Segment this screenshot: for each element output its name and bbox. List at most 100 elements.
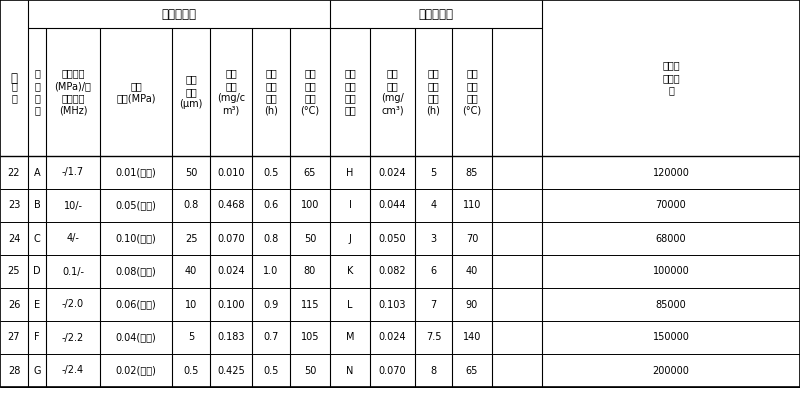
Text: 23: 23 <box>8 200 20 211</box>
Text: 0.070: 0.070 <box>217 233 245 244</box>
Text: 第一级聚合: 第一级聚合 <box>162 7 197 21</box>
Text: 0.08(空气): 0.08(空气) <box>116 266 156 276</box>
Text: 5: 5 <box>188 332 194 342</box>
Text: 50: 50 <box>304 233 316 244</box>
Text: 90: 90 <box>466 299 478 309</box>
Text: 6: 6 <box>430 266 437 276</box>
Text: J: J <box>349 233 351 244</box>
Text: 聚合
反应
温度
(°C): 聚合 反应 温度 (°C) <box>462 69 482 116</box>
Text: 22: 22 <box>8 168 20 178</box>
Text: 4: 4 <box>430 200 437 211</box>
Text: E: E <box>34 299 40 309</box>
Text: 85000: 85000 <box>656 299 686 309</box>
Text: 140: 140 <box>463 332 481 342</box>
Text: 10/-: 10/- <box>63 200 82 211</box>
Text: 25: 25 <box>185 233 198 244</box>
Text: M: M <box>346 332 354 342</box>
Text: D: D <box>33 266 41 276</box>
Text: 载气
压力(MPa): 载气 压力(MPa) <box>116 81 156 103</box>
Text: 0.024: 0.024 <box>378 168 406 178</box>
Text: C: C <box>34 233 40 244</box>
Text: 0.04(空气): 0.04(空气) <box>116 332 156 342</box>
Text: 120000: 120000 <box>653 168 690 178</box>
Text: 10: 10 <box>185 299 197 309</box>
Text: -/2.0: -/2.0 <box>62 299 84 309</box>
Text: 微粒
密度
(mg/c
m³): 微粒 密度 (mg/c m³) <box>217 69 245 116</box>
Text: 聚合
反应
温度
(°C): 聚合 反应 温度 (°C) <box>301 69 319 116</box>
Text: 65: 65 <box>304 168 316 178</box>
Text: 0.7: 0.7 <box>263 332 278 342</box>
Text: 0.010: 0.010 <box>218 168 245 178</box>
Text: 二次
加入
聚合
原料: 二次 加入 聚合 原料 <box>344 69 356 116</box>
Text: H: H <box>346 168 354 178</box>
Text: 0.050: 0.050 <box>378 233 406 244</box>
Text: 0.8: 0.8 <box>263 233 278 244</box>
Text: G: G <box>34 366 41 375</box>
Text: 25: 25 <box>8 266 20 276</box>
Text: I: I <box>349 200 351 211</box>
Text: 40: 40 <box>466 266 478 276</box>
Text: N: N <box>346 366 354 375</box>
Text: 0.01(氮气): 0.01(氮气) <box>116 168 156 178</box>
Text: 聚合
反应
时间
(h): 聚合 反应 时间 (h) <box>426 69 441 116</box>
Text: 实: 实 <box>10 71 18 85</box>
Text: 27: 27 <box>8 332 20 342</box>
Text: 200000: 200000 <box>653 366 690 375</box>
Text: 80: 80 <box>304 266 316 276</box>
Text: 100: 100 <box>301 200 319 211</box>
Text: 8: 8 <box>430 366 437 375</box>
Text: 微粒
密度
(mg/
cm³): 微粒 密度 (mg/ cm³) <box>381 69 404 116</box>
Text: 0.183: 0.183 <box>218 332 245 342</box>
Text: 70: 70 <box>466 233 478 244</box>
Text: F: F <box>34 332 40 342</box>
Text: 40: 40 <box>185 266 197 276</box>
Text: 0.082: 0.082 <box>378 266 406 276</box>
Text: 0.10(氮气): 0.10(氮气) <box>116 233 156 244</box>
Text: 110: 110 <box>463 200 481 211</box>
Text: 0.100: 0.100 <box>218 299 245 309</box>
Text: -/2.4: -/2.4 <box>62 366 84 375</box>
Text: 0.070: 0.070 <box>378 366 406 375</box>
Text: 3: 3 <box>430 233 437 244</box>
Text: 85: 85 <box>466 168 478 178</box>
Text: 7: 7 <box>430 299 437 309</box>
Text: 70000: 70000 <box>656 200 686 211</box>
Text: 0.5: 0.5 <box>263 366 278 375</box>
Text: 0.1/-: 0.1/- <box>62 266 84 276</box>
Text: 0.103: 0.103 <box>378 299 406 309</box>
Text: 0.06(氮气): 0.06(氮气) <box>116 299 156 309</box>
Text: 聚
合
原
料: 聚 合 原 料 <box>34 69 40 116</box>
Text: B: B <box>34 200 40 211</box>
Text: 0.6: 0.6 <box>263 200 278 211</box>
Text: 50: 50 <box>304 366 316 375</box>
Text: 0.05(氮气): 0.05(氮气) <box>115 200 157 211</box>
Text: 115: 115 <box>301 299 319 309</box>
Text: 0.8: 0.8 <box>183 200 198 211</box>
Text: -/1.7: -/1.7 <box>62 168 84 178</box>
Text: 24: 24 <box>8 233 20 244</box>
Text: 100000: 100000 <box>653 266 690 276</box>
Text: 0.9: 0.9 <box>263 299 278 309</box>
Text: 105: 105 <box>301 332 319 342</box>
Text: 0.425: 0.425 <box>217 366 245 375</box>
Text: 0.5: 0.5 <box>263 168 278 178</box>
Text: 喷雾压力
(MPa)/超
声波频率
(MHz): 喷雾压力 (MPa)/超 声波频率 (MHz) <box>54 69 91 116</box>
Text: 28: 28 <box>8 366 20 375</box>
Text: 施
例: 施 例 <box>11 81 17 103</box>
Text: 150000: 150000 <box>653 332 690 342</box>
Text: 7.5: 7.5 <box>426 332 442 342</box>
Text: 1.0: 1.0 <box>263 266 278 276</box>
Text: L: L <box>347 299 353 309</box>
Text: 4/-: 4/- <box>66 233 79 244</box>
Text: 68000: 68000 <box>656 233 686 244</box>
Text: 50: 50 <box>185 168 197 178</box>
Text: 26: 26 <box>8 299 20 309</box>
Text: 聚合
反应
时间
(h): 聚合 反应 时间 (h) <box>264 69 278 116</box>
Text: 5: 5 <box>430 168 437 178</box>
Text: 产物重
均分子
量: 产物重 均分子 量 <box>662 61 680 95</box>
Text: 65: 65 <box>466 366 478 375</box>
Text: 第二级聚合: 第二级聚合 <box>418 7 454 21</box>
Text: 0.5: 0.5 <box>183 366 198 375</box>
Text: 0.02(氮气): 0.02(氮气) <box>115 366 157 375</box>
Text: 0.044: 0.044 <box>378 200 406 211</box>
